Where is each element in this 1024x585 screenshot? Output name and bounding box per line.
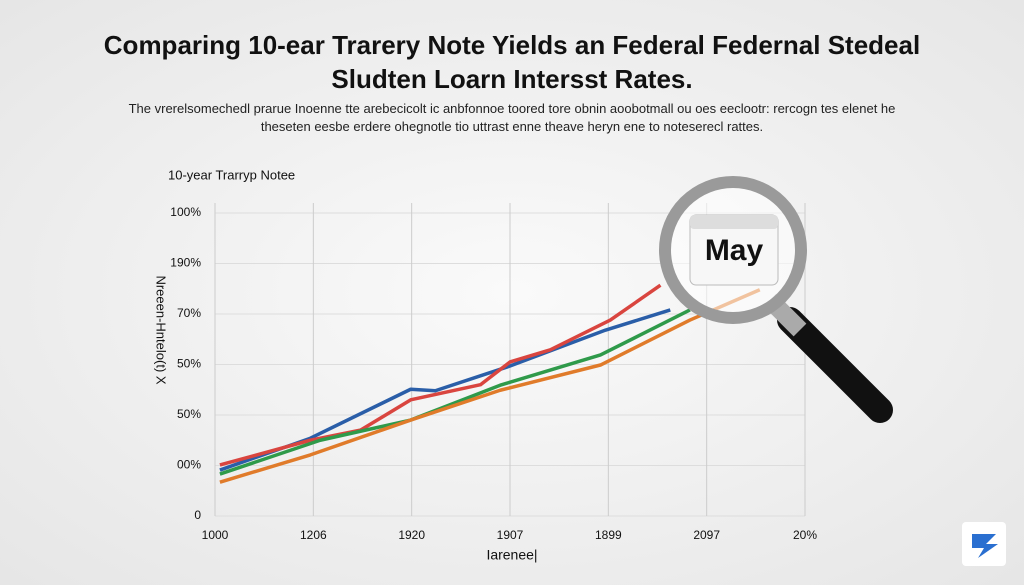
series-line: [219, 288, 761, 484]
subtitle-box: The vrerelsomechedl prarue Inoenne tte a…: [128, 101, 896, 134]
x-tick-label: 1899: [595, 528, 622, 542]
logo-icon: [972, 534, 998, 558]
series-line: [219, 283, 662, 467]
magnifier: May: [659, 176, 893, 423]
y-tick-label: 50%: [177, 357, 201, 371]
y-tick-label: 100%: [170, 205, 201, 219]
subtitle: The vrerelsomechedl prarue Inoenne tte a…: [128, 101, 896, 134]
y-tick-label: 190%: [170, 256, 201, 270]
x-tick-label: 1000: [202, 528, 229, 542]
magnifier-handle: [777, 307, 893, 423]
annotation: May: [705, 234, 764, 267]
series-label: 10-year Trarryp Notee: [168, 167, 295, 182]
x-tick-label: 1206: [300, 528, 327, 542]
logo: [962, 522, 1006, 566]
y-tick-label: 50%: [177, 407, 201, 421]
y-tick-label: 70%: [177, 306, 201, 320]
series-line: [219, 308, 691, 476]
x-tick-label: 2097: [693, 528, 720, 542]
x-tick-label: 20%: [793, 528, 817, 542]
series-line: [219, 308, 671, 472]
x-axis-label: Iarenee|: [486, 547, 537, 563]
x-tick-label: 1920: [398, 528, 425, 542]
plot: 0 00% 50% 50% 70% 190% 100% 1000 1206 1920 1907 189…: [170, 203, 817, 542]
x-tick-label: 1907: [497, 528, 524, 542]
title-box: Comparing 10-ear Trarery Note Yields an …: [103, 30, 921, 94]
y-axis-label: Nreeen-Hntelo(t) X: [154, 275, 169, 384]
y-tick-label: 0: [194, 508, 201, 522]
y-tick-label: 00%: [177, 458, 201, 472]
title: Comparing 10-ear Trarery Note Yields an …: [103, 30, 921, 94]
calendar-top: [690, 215, 778, 229]
